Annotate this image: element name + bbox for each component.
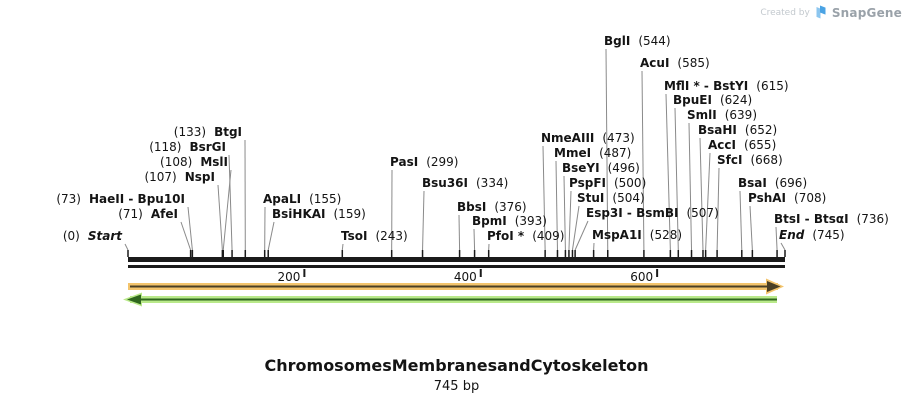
leader-line [665, 93, 671, 251]
map-title: ChromosomesMembranesandCytoskeleton [264, 356, 649, 375]
leader-line [749, 205, 753, 251]
leader-line [775, 226, 778, 251]
reverse-arrow-core [140, 298, 777, 301]
ruler-tick-label: 600 [630, 270, 653, 284]
leader-line [574, 220, 589, 251]
brand-text: SnapGene [831, 5, 902, 20]
leader-line [674, 107, 679, 251]
leader-line [422, 190, 425, 251]
sequence-bar-bottom [128, 265, 785, 268]
leader-line [341, 243, 344, 251]
leader-line [187, 206, 193, 251]
leader-line [124, 243, 129, 251]
leader-line [473, 228, 476, 251]
leader-line [739, 190, 743, 251]
leader-line [542, 145, 546, 251]
leader-line [563, 175, 566, 251]
leader-line [699, 137, 704, 251]
sequence-bar-top [128, 257, 785, 262]
leader-line [228, 154, 233, 251]
leader-line [267, 221, 275, 251]
map-length: 745 bp [433, 379, 480, 394]
leader-line [571, 205, 580, 251]
reverse-arrow-head [127, 294, 141, 305]
leader-line [555, 160, 558, 251]
leader-line [705, 152, 711, 251]
forward-arrow-head [767, 281, 781, 292]
leader-line [780, 242, 786, 251]
leader-line [716, 167, 720, 251]
created-by-text: Created by [760, 7, 810, 18]
credit: Created by SnapGene [760, 5, 902, 20]
snapgene-logo-icon [815, 5, 827, 20]
ruler-tick-label: 400 [454, 270, 477, 284]
title-block: ChromosomesMembranesandCytoskeleton 745 … [128, 356, 785, 394]
leader-line [568, 190, 572, 251]
forward-arrow-core [130, 285, 768, 288]
leader-line [180, 221, 192, 251]
ruler-tick-label: 200 [277, 270, 300, 284]
leader-line [688, 122, 693, 251]
leader-line [605, 48, 609, 251]
leader-line [458, 214, 461, 251]
leader-line [641, 70, 645, 251]
leader-line [217, 184, 223, 251]
